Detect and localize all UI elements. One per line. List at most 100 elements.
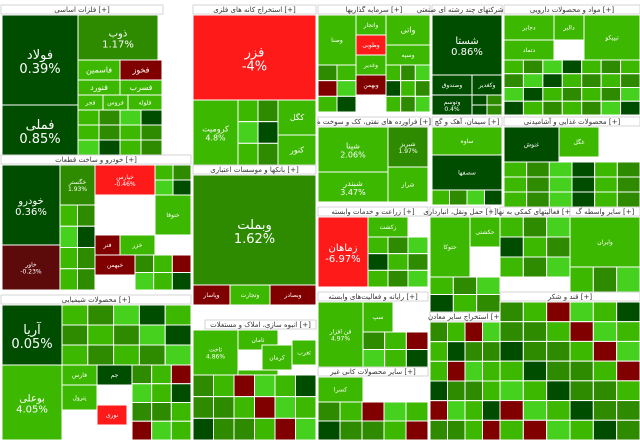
minor-tile[interactable] [317,401,341,422]
minor-tile[interactable] [592,321,618,342]
minor-tile[interactable] [484,189,503,206]
minor-tile[interactable] [61,304,89,326]
minor-tile[interactable] [237,142,259,166]
minor-tile[interactable] [482,380,501,402]
tile-1-3[interactable] [277,134,317,166]
minor-tile[interactable] [486,104,503,116]
minor-tile[interactable] [569,301,594,323]
minor-tile[interactable] [548,176,573,193]
minor-tile[interactable] [571,191,596,208]
minor-tile[interactable] [405,420,429,441]
minor-tile[interactable] [569,360,594,382]
minor-tile[interactable] [192,417,214,441]
minor-tile[interactable] [594,176,618,193]
minor-tile[interactable] [407,253,429,271]
minor-tile[interactable] [429,400,448,421]
minor-tile[interactable] [546,400,571,421]
minor-tile[interactable] [119,109,142,126]
minor-tile[interactable] [546,301,571,323]
minor-tile[interactable] [98,124,121,141]
minor-tile[interactable] [581,73,602,88]
minor-tile[interactable] [213,417,235,441]
minor-tile[interactable] [464,400,483,421]
minor-tile[interactable] [317,64,338,82]
minor-tile[interactable] [233,396,255,419]
minor-tile[interactable] [452,294,478,313]
minor-tile[interactable] [77,268,96,291]
minor-tile[interactable] [464,341,483,362]
minor-tile[interactable] [164,324,192,346]
minor-tile[interactable] [620,100,640,116]
minor-tile[interactable] [362,331,386,350]
minor-tile[interactable] [151,383,172,403]
minor-tile[interactable] [154,179,174,196]
minor-tile[interactable] [499,256,524,278]
minor-tile[interactable] [592,301,618,323]
sector-title[interactable]: شرکتهای چند رشته ای صنعتی [+] [417,6,518,14]
minor-tile[interactable] [77,139,100,156]
minor-tile[interactable] [569,380,594,402]
minor-tile[interactable] [503,161,528,178]
minor-tile[interactable] [546,419,571,441]
minor-tile[interactable] [361,401,385,422]
minor-tile[interactable] [476,294,501,313]
minor-tile[interactable] [77,124,100,141]
tile-11-4[interactable] [291,339,317,366]
sector-title[interactable]: فلزات اساسی [+] [54,6,110,14]
minor-tile[interactable] [476,276,501,295]
sector-title[interactable]: زراعت و خدمات وابسته [+] [331,208,414,216]
minor-tile[interactable] [616,161,640,178]
minor-tile[interactable] [522,236,548,258]
minor-tile[interactable] [499,419,524,441]
sector-title[interactable]: قند و شکر [+] [547,293,592,301]
sector-title[interactable]: سیمان، آهک و گچ [+] [435,117,500,126]
minor-tile[interactable] [254,396,276,419]
minor-tile[interactable] [526,161,550,178]
minor-tile[interactable] [237,99,259,123]
minor-tile[interactable] [616,340,640,362]
minor-tile[interactable] [257,99,279,123]
minor-tile[interactable] [569,340,594,362]
minor-tile[interactable] [581,59,602,75]
tile-5-3[interactable] [59,164,96,206]
minor-tile[interactable] [429,341,448,362]
minor-tile[interactable] [546,216,571,238]
minor-tile[interactable] [59,247,78,270]
minor-tile[interactable] [154,164,174,181]
minor-tile[interactable] [119,124,142,141]
minor-tile[interactable] [131,402,153,422]
minor-tile[interactable] [431,189,450,206]
minor-tile[interactable] [274,374,296,398]
minor-tile[interactable] [592,419,618,441]
minor-tile[interactable] [569,321,594,342]
minor-tile[interactable] [170,383,192,403]
minor-tile[interactable] [274,396,296,419]
minor-tile[interactable] [387,236,409,255]
minor-tile[interactable] [581,100,602,116]
tile-1-2[interactable] [277,99,317,136]
minor-tile[interactable] [522,87,544,102]
sector-title[interactable]: استخراج سایر معادن [+] [428,313,502,321]
tile-16-1[interactable] [569,216,640,268]
minor-tile[interactable] [600,59,622,75]
minor-tile[interactable] [172,179,192,196]
minor-tile[interactable] [429,321,448,343]
minor-tile[interactable] [452,276,478,295]
minor-tile[interactable] [464,419,483,441]
minor-tile[interactable] [522,340,548,362]
sector-title[interactable]: محصولات غذایی و آشامیدنی [+] [524,117,621,126]
minor-tile[interactable] [87,344,115,366]
sector-title[interactable]: استخراج کانه های فلزی [+] [213,6,296,14]
minor-tile[interactable] [447,380,466,402]
tile-13-0[interactable] [317,301,364,368]
minor-tile[interactable] [522,400,548,421]
minor-tile[interactable] [429,294,454,313]
minor-tile[interactable] [98,109,121,126]
minor-tile[interactable] [383,420,407,441]
minor-tile[interactable] [522,301,548,323]
minor-tile[interactable] [295,417,317,441]
sector-title[interactable]: سرمایه گذاریها [+] [346,5,403,14]
minor-tile[interactable] [192,374,214,398]
minor-tile[interactable] [620,73,640,88]
minor-tile[interactable] [131,383,153,403]
